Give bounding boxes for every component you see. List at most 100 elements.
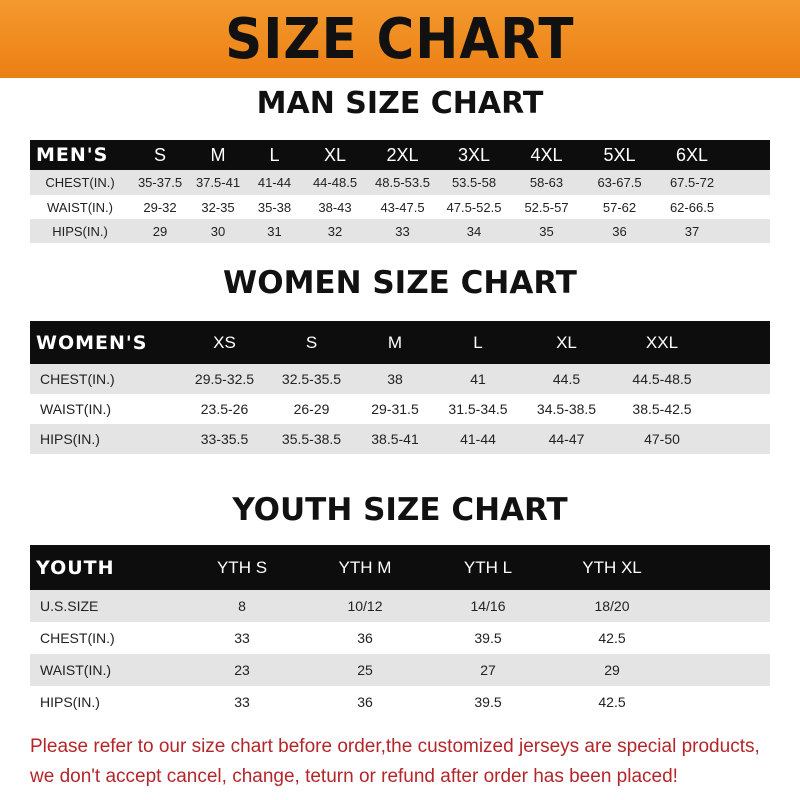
table-row: WAIST(IN.) 29-32 32-35 35-38 38-43 43-47.5 47.… <box>30 195 770 219</box>
table-header-label: WOMEN'S <box>36 331 148 354</box>
size-value: 26-29 <box>293 401 330 417</box>
size-header: YTH S <box>216 557 268 577</box>
banner: SIZE CHART <box>0 0 800 78</box>
size-header: L <box>269 144 280 165</box>
size-value: 29 <box>604 662 620 678</box>
row-label: U.S.SIZE <box>40 598 99 614</box>
size-value: 18/20 <box>594 598 630 614</box>
banner-title: SIZE CHART <box>225 6 575 72</box>
size-value: 38.5-42.5 <box>632 401 692 417</box>
size-value: 35 <box>539 223 554 239</box>
size-value: 35-38 <box>257 199 292 215</box>
size-header: XL <box>323 144 347 165</box>
size-value: 36 <box>612 223 627 239</box>
size-value: 29-32 <box>143 199 177 215</box>
size-value: 29 <box>152 223 168 239</box>
size-header: 2XL <box>386 144 419 165</box>
size-header: XS <box>213 332 236 352</box>
size-header: M <box>210 144 226 165</box>
size-header: L <box>473 332 483 352</box>
table-row: HIPS(IN.) 33 36 39.5 42.5 <box>30 686 770 718</box>
size-value: 48.5-53.5 <box>375 175 430 190</box>
notice-line-2: we don't accept cancel, change, teturn o… <box>30 766 678 787</box>
size-value: 53.5-58 <box>451 175 497 190</box>
size-value: 31 <box>267 223 282 239</box>
table-row: CHEST(IN.) 33 36 39.5 42.5 <box>30 622 770 654</box>
size-value: 33 <box>234 630 250 646</box>
size-value: 44-48.5 <box>312 175 358 190</box>
size-value: 33-35.5 <box>200 431 249 447</box>
size-value: 42.5 <box>598 630 626 646</box>
table-header-label: MEN'S <box>36 144 109 166</box>
size-value: 37.5-41 <box>195 175 241 190</box>
size-value: 47-50 <box>644 431 680 447</box>
table-row: HIPS(IN.) 29 30 31 32 33 34 35 36 37 <box>30 219 770 243</box>
size-value: 58-63 <box>529 175 564 190</box>
size-value: 43-47.5 <box>380 199 425 215</box>
size-value: 62-66.5 <box>669 199 715 215</box>
size-value: 25 <box>357 662 373 678</box>
size-value: 44.5-48.5 <box>632 371 692 387</box>
size-header: 6XL <box>675 144 709 165</box>
size-header: YTH M <box>338 557 392 577</box>
size-value: 29-31.5 <box>371 401 419 417</box>
size-value: 42.5 <box>598 694 626 710</box>
row-label: CHEST(IN.) <box>45 175 115 190</box>
size-header: S <box>153 144 166 165</box>
size-value: 34 <box>466 223 482 239</box>
size-value: 38 <box>387 371 403 387</box>
size-value: 38-43 <box>318 199 352 215</box>
women-size-table: WOMEN'S XS S M L XL XXL CHEST(IN.) 29.5-32.5 32.5… <box>30 321 770 454</box>
men-section-title: MAN SIZE CHART <box>256 86 544 121</box>
size-value: 37 <box>684 223 700 239</box>
size-value: 32.5-35.5 <box>281 371 342 387</box>
size-header: XL <box>556 332 577 352</box>
table-row: WAIST(IN.) 23.5-26 26-29 29-31.5 31.5-34.5 34… <box>30 394 770 424</box>
order-notice: Please refer to our size chart before or… <box>30 732 790 792</box>
men-size-table: MEN'S S M L XL 2XL 3XL 4XL 5XL 6XL CHEST(IN.) 35-37… <box>30 140 770 243</box>
row-label: WAIST(IN.) <box>40 401 112 417</box>
youth-section-title: YOUTH SIZE CHART <box>232 492 568 528</box>
size-value: 29.5-32.5 <box>194 371 255 387</box>
size-value: 33 <box>395 223 410 239</box>
table-header-label: YOUTH <box>36 556 115 579</box>
size-value: 41-44 <box>460 431 496 447</box>
size-value: 63-67.5 <box>597 175 642 190</box>
size-value: 32-35 <box>201 199 235 215</box>
size-value: 27 <box>480 662 496 678</box>
size-value: 41 <box>470 371 486 387</box>
size-header: XXL <box>645 332 679 352</box>
table-row: U.S.SIZE 8 10/12 14/16 18/20 <box>30 590 770 622</box>
size-value: 36 <box>357 630 373 646</box>
size-value: 39.5 <box>474 630 502 646</box>
size-value: 34.5-38.5 <box>536 401 597 417</box>
size-value: 35-37.5 <box>137 175 183 190</box>
size-value: 31.5-34.5 <box>448 401 508 417</box>
size-value: 30 <box>210 223 226 239</box>
size-header: M <box>387 332 403 352</box>
youth-size-table: YOUTH YTH S YTH M YTH L YTH XL U.S.SIZE 8 10/12… <box>30 545 770 718</box>
row-label: HIPS(IN.) <box>52 223 108 239</box>
size-value: 44-47 <box>548 431 585 447</box>
table-row: HIPS(IN.) 33-35.5 35.5-38.5 38.5-41 41-44 44-… <box>30 424 770 454</box>
row-label: CHEST(IN.) <box>40 630 115 646</box>
size-value: 44.5 <box>552 371 581 387</box>
size-value: 39.5 <box>474 694 502 710</box>
size-value: 47.5-52.5 <box>446 199 502 215</box>
size-header: S <box>305 332 318 352</box>
size-value: 14/16 <box>470 598 506 614</box>
table-row: CHEST(IN.) 35-37.5 37.5-41 41-44 44-48.5 48.5… <box>30 170 770 195</box>
size-value: 23 <box>234 662 250 678</box>
size-value: 57-62 <box>602 199 637 215</box>
size-value: 33 <box>234 694 250 710</box>
table-row: CHEST(IN.) 29.5-32.5 32.5-35.5 38 41 44.5 44.5… <box>30 364 770 394</box>
size-header: YTH XL <box>582 557 642 577</box>
notice-line-1: Please refer to our size chart before or… <box>30 736 760 757</box>
table-header-row: WOMEN'S XS S M L XL XXL <box>30 321 770 364</box>
size-value: 67.5-72 <box>669 175 715 190</box>
size-header: 3XL <box>457 144 491 165</box>
row-label: HIPS(IN.) <box>40 431 100 447</box>
size-value: 36 <box>357 694 373 710</box>
row-label: CHEST(IN.) <box>40 371 115 387</box>
table-header-row: MEN'S S M L XL 2XL 3XL 4XL 5XL 6XL <box>30 140 770 170</box>
